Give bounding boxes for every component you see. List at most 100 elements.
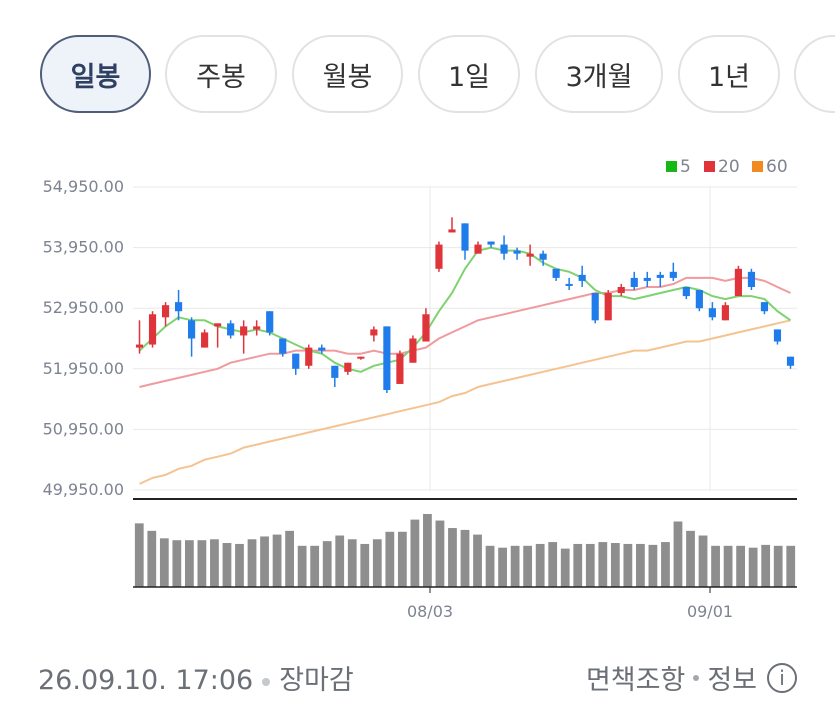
candle xyxy=(318,344,326,354)
volume-bar xyxy=(222,543,232,587)
footer-bar: 26.09.10. 17:06 장마감 면책조항 정보 i xyxy=(38,658,797,698)
candle-body xyxy=(448,229,456,233)
volume-bar xyxy=(460,529,470,587)
candle-body xyxy=(201,332,209,348)
volume-bar xyxy=(761,544,771,587)
period-tabs: 일봉 주봉 월봉 1일 3개월 1년 3 xyxy=(40,35,835,117)
y-tick-label: 50,950.00 xyxy=(43,419,124,438)
volume-bar xyxy=(786,545,796,587)
candle-body xyxy=(161,305,170,318)
candle xyxy=(357,356,365,360)
candle-body xyxy=(214,323,222,327)
y-tick-label: 53,950.00 xyxy=(43,238,124,257)
volume-bar xyxy=(648,544,658,587)
volume-bar xyxy=(535,543,545,587)
tab-1day[interactable]: 1일 xyxy=(418,35,520,113)
tab-daily[interactable]: 일봉 xyxy=(40,35,151,113)
candle xyxy=(266,311,274,336)
candle xyxy=(604,290,612,321)
volume-bar xyxy=(347,539,357,587)
volume-bar xyxy=(397,531,407,587)
candle-body xyxy=(526,253,534,257)
volume-bar xyxy=(372,539,382,587)
candle-body xyxy=(240,326,248,336)
candle-body xyxy=(148,314,157,345)
separator-dot xyxy=(693,674,700,681)
candle xyxy=(240,320,248,354)
legend-swatch xyxy=(666,161,677,172)
volume-bar xyxy=(736,545,746,587)
info-link[interactable]: 정보 xyxy=(707,665,757,696)
candle xyxy=(409,335,417,363)
volume-bar xyxy=(673,521,683,587)
candle xyxy=(135,320,144,354)
ma20-line xyxy=(139,276,791,388)
candle xyxy=(565,277,573,291)
volume-bar xyxy=(686,530,695,587)
volume-bar xyxy=(197,540,207,587)
info-icon[interactable]: i xyxy=(767,662,797,693)
volume-bar xyxy=(159,538,169,587)
tab-3month[interactable]: 3개월 xyxy=(535,35,663,113)
candle-body xyxy=(422,314,430,342)
candle-body xyxy=(695,290,703,309)
tab-3year[interactable]: 3 xyxy=(794,35,835,113)
candle xyxy=(174,290,183,321)
volume-bar xyxy=(748,547,758,587)
volume-bar xyxy=(260,536,269,587)
candle xyxy=(695,290,703,312)
tab-monthly[interactable]: 월봉 xyxy=(292,35,403,113)
x-tick-label: 08/03 xyxy=(407,602,453,621)
volume-bar xyxy=(423,514,432,587)
legend-label: 5 xyxy=(680,157,691,177)
volume-bar xyxy=(184,540,194,587)
candle xyxy=(161,302,170,327)
volume-bar xyxy=(285,530,294,587)
volume-bar xyxy=(235,543,244,587)
candle-body xyxy=(370,329,378,336)
candle-body xyxy=(331,365,339,378)
candle xyxy=(669,262,677,281)
timestamp-group: 26.09.10. 17:06 장마감 xyxy=(38,658,354,697)
candle-body xyxy=(604,293,612,321)
candle-body xyxy=(135,344,144,348)
tab-1year[interactable]: 1년 xyxy=(678,35,780,113)
timestamp: 26.09.10. 17:06 xyxy=(38,665,254,696)
candle xyxy=(474,241,482,254)
volume-bar xyxy=(272,534,282,587)
volume-bar xyxy=(598,542,608,587)
candle xyxy=(370,326,378,342)
volume-bar xyxy=(473,534,482,587)
volume-bar xyxy=(560,548,570,587)
candle-body xyxy=(617,286,625,294)
candle-body xyxy=(721,305,729,321)
candle xyxy=(747,268,756,291)
volume-bar xyxy=(661,542,670,587)
volume-bar xyxy=(498,547,507,587)
stock-chart: 54,950.00 53,950.00 52,950.00 51,950.00 50,9… xyxy=(43,157,797,621)
tab-weekly[interactable]: 주봉 xyxy=(165,35,277,113)
candle xyxy=(630,271,638,291)
candle xyxy=(461,223,469,260)
x-tick-label: 09/01 xyxy=(687,602,733,621)
volume-bar xyxy=(147,530,157,587)
legend-swatch xyxy=(752,161,763,172)
candle-body xyxy=(669,271,677,278)
disclaimer-link[interactable]: 면책조항 xyxy=(585,665,686,696)
volume-bar xyxy=(711,545,720,587)
candle-body xyxy=(578,274,586,281)
candle xyxy=(487,241,495,248)
candle xyxy=(383,326,391,394)
legend-label: 20 xyxy=(718,157,740,177)
candle xyxy=(188,317,196,357)
candle xyxy=(643,271,651,287)
candle-body xyxy=(682,286,690,297)
candle-body xyxy=(656,274,664,278)
market-status: 장마감 xyxy=(279,665,354,696)
volume-bar xyxy=(510,545,520,587)
candle xyxy=(734,265,742,297)
volume-bar xyxy=(773,545,783,587)
candle xyxy=(148,311,157,348)
candle xyxy=(253,320,261,336)
y-tick-label: 49,950.00 xyxy=(43,480,124,499)
